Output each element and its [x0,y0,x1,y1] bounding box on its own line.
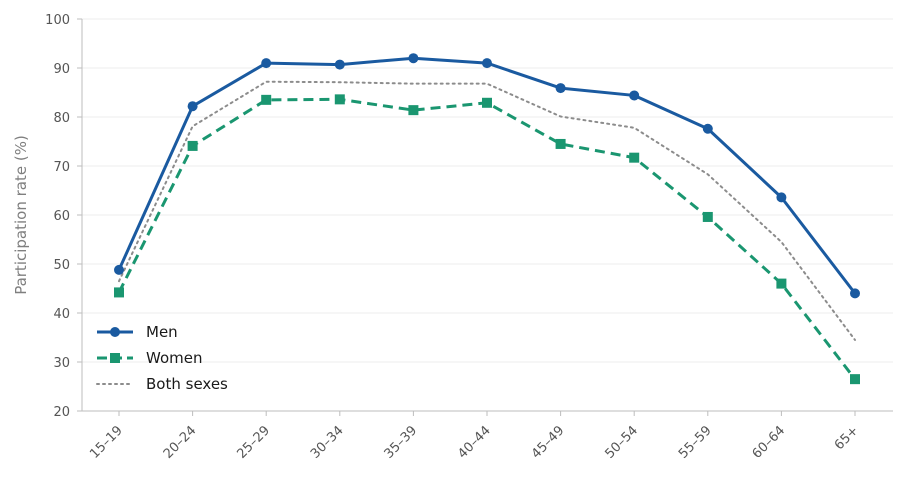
x-tick-label-4: 35–39 [382,423,421,462]
series-line-men [117,56,857,295]
x-tick-label-7: 50–54 [602,423,641,462]
series-both-sexes [118,80,856,341]
legend-marker-women [110,353,120,363]
y-tick-label-80: 80 [53,111,70,126]
point-men-10 [850,288,860,299]
point-women-2 [261,94,272,105]
axes [77,18,893,416]
point-men-6 [555,83,566,94]
y-tick-label-30: 30 [53,356,70,371]
series-men [114,53,860,299]
y-tick-label-70: 70 [53,160,70,175]
point-women-10 [850,374,860,385]
y-tick-labels: 20 30 40 50 60 70 80 90 100 [45,13,70,420]
y-tick-label-50: 50 [53,258,70,273]
x-tick-label-6: 45–49 [529,423,568,462]
legend: Men Women Both sexes [96,323,228,393]
legend-marker-men [110,327,120,337]
point-men-1 [187,101,198,112]
y-tick-label-20: 20 [53,405,70,420]
x-tick-labels: 15–19 20–24 25–29 30–34 35–39 40–44 45–49 50–54… [87,423,862,462]
x-tick-label-0: 15–19 [87,423,126,462]
point-men-0 [114,264,124,275]
legend-label-men: Men [146,323,178,341]
point-men-4 [408,53,419,64]
legend-item-men: Men [97,323,178,341]
x-tick-label-2: 25–29 [234,423,273,462]
x-tick-label-9: 60–64 [750,423,789,462]
point-women-0 [114,287,124,298]
point-women-9 [776,278,787,289]
series-line-women [117,97,857,381]
x-tick-label-1: 20–24 [161,423,200,462]
y-tick-label-60: 60 [53,209,70,224]
x-tick-label-5: 40–44 [455,423,494,462]
x-tick-label-10: 65+ [832,423,862,453]
point-women-5 [482,97,492,108]
legend-item-both-sexes: Both sexes [96,375,228,393]
x-tick-label-8: 55–59 [676,423,715,462]
legend-label-both-sexes: Both sexes [146,375,228,393]
point-men-3 [334,59,345,70]
point-women-8 [702,211,713,222]
point-women-3 [334,94,345,105]
point-women-7 [629,152,640,163]
y-axis-title: Participation rate (%) [12,135,30,295]
y-tick-label-100: 100 [45,13,70,28]
series-women [114,94,860,385]
legend-label-women: Women [146,349,202,367]
series-line-both-sexes [118,80,856,341]
point-men-7 [629,90,640,101]
gridlines [82,18,893,363]
y-tick-label-40: 40 [53,307,70,322]
y-tick-label-90: 90 [53,62,70,77]
point-women-6 [555,138,566,149]
point-men-8 [702,123,713,134]
point-men-5 [482,58,492,69]
legend-item-women: Women [97,349,202,367]
series-lines [114,53,860,385]
point-women-4 [408,105,419,116]
point-men-9 [776,192,787,203]
point-women-1 [187,140,198,151]
point-men-2 [261,58,272,69]
x-tick-label-3: 30–34 [308,423,347,462]
